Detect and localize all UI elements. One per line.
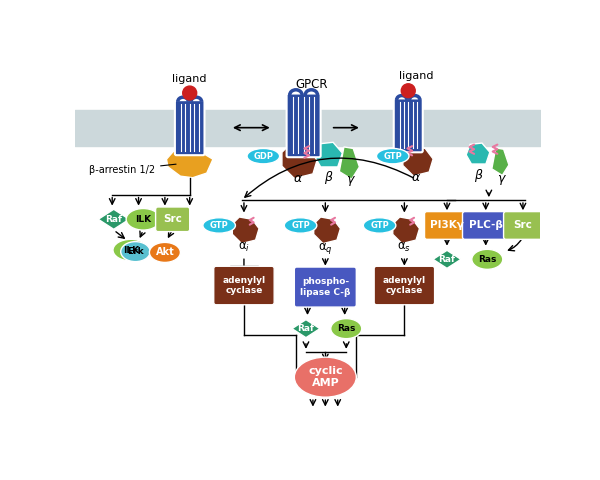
Polygon shape — [339, 147, 359, 179]
Text: β-arrestin 1/2: β-arrestin 1/2 — [89, 164, 176, 175]
Ellipse shape — [472, 249, 503, 269]
Polygon shape — [492, 148, 509, 175]
FancyBboxPatch shape — [425, 212, 469, 240]
Text: β: β — [325, 171, 332, 184]
Polygon shape — [282, 143, 317, 179]
Polygon shape — [314, 142, 343, 167]
FancyBboxPatch shape — [394, 98, 423, 152]
Text: β: β — [474, 169, 482, 182]
FancyBboxPatch shape — [175, 100, 205, 155]
Circle shape — [183, 86, 197, 100]
Text: Ras: Ras — [337, 324, 355, 333]
FancyBboxPatch shape — [374, 266, 434, 305]
Polygon shape — [166, 147, 213, 178]
Text: α$_s$: α$_s$ — [397, 241, 412, 254]
FancyBboxPatch shape — [287, 94, 320, 157]
Text: PI3Kγ: PI3Kγ — [430, 220, 464, 230]
Text: ligand: ligand — [172, 74, 207, 84]
Text: γ: γ — [346, 173, 354, 186]
Ellipse shape — [284, 218, 317, 233]
Text: GTP: GTP — [370, 221, 389, 230]
FancyBboxPatch shape — [155, 207, 190, 232]
Text: α: α — [412, 171, 420, 184]
Polygon shape — [403, 146, 433, 176]
Text: ILK: ILK — [135, 215, 151, 224]
Text: adenylyl
cyclase: adenylyl cyclase — [223, 276, 266, 295]
Ellipse shape — [331, 319, 362, 339]
Text: α$_i$: α$_i$ — [238, 241, 250, 254]
Text: ILK: ILK — [123, 246, 139, 254]
FancyBboxPatch shape — [463, 212, 509, 240]
Text: cyclic
AMP: cyclic AMP — [308, 366, 343, 388]
Text: Akt: Akt — [155, 247, 174, 257]
Text: Src: Src — [514, 220, 532, 230]
Ellipse shape — [113, 240, 149, 261]
Polygon shape — [393, 217, 419, 243]
Text: Erk: Erk — [127, 247, 144, 256]
Text: α$_q$: α$_q$ — [318, 241, 333, 256]
Polygon shape — [314, 217, 340, 243]
Ellipse shape — [149, 242, 181, 263]
Text: GDP: GDP — [253, 152, 274, 161]
Text: α: α — [293, 172, 302, 185]
Text: adenylyl
cyclase: adenylyl cyclase — [383, 276, 426, 295]
Text: ligand: ligand — [399, 71, 433, 81]
Text: Raf: Raf — [105, 215, 122, 224]
Polygon shape — [466, 143, 490, 164]
Ellipse shape — [295, 357, 356, 397]
Ellipse shape — [364, 218, 396, 233]
Ellipse shape — [203, 218, 235, 233]
FancyBboxPatch shape — [503, 212, 542, 240]
Text: GTP: GTP — [383, 152, 402, 161]
Text: Raf: Raf — [298, 324, 314, 333]
Polygon shape — [433, 251, 461, 268]
FancyBboxPatch shape — [295, 267, 356, 307]
Text: GTP: GTP — [291, 221, 310, 230]
Text: Ras: Ras — [478, 255, 496, 264]
Text: PLC-β: PLC-β — [469, 220, 503, 230]
Text: phospho-
lipase C-β: phospho- lipase C-β — [300, 277, 350, 297]
Polygon shape — [232, 217, 259, 243]
Text: Src: Src — [163, 214, 182, 224]
Text: GTP: GTP — [210, 221, 229, 230]
FancyBboxPatch shape — [214, 266, 274, 305]
Ellipse shape — [247, 148, 280, 164]
Ellipse shape — [126, 208, 160, 230]
Text: γ: γ — [497, 172, 505, 185]
Ellipse shape — [376, 148, 409, 164]
Text: Raf: Raf — [439, 255, 455, 264]
Polygon shape — [98, 209, 129, 229]
Circle shape — [401, 84, 415, 97]
Text: GPCR: GPCR — [295, 78, 328, 91]
Polygon shape — [292, 320, 320, 337]
Ellipse shape — [121, 241, 150, 262]
